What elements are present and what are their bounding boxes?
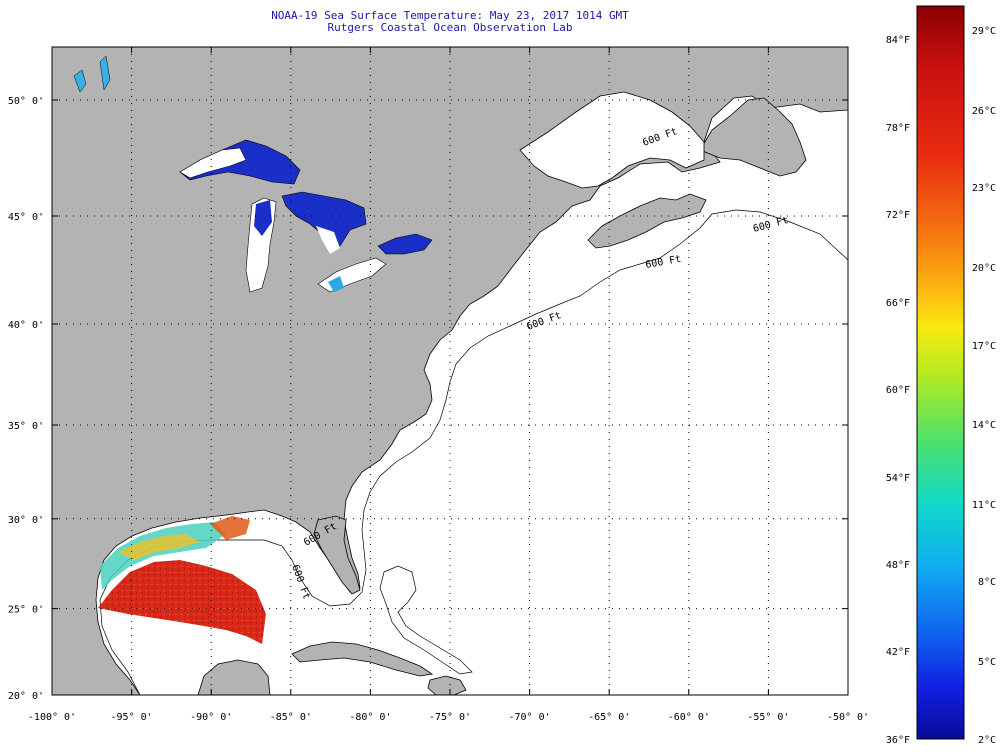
land-north-america	[52, 47, 848, 695]
land-newfoundland	[699, 97, 807, 177]
colorbar-ticks: 84°F 78°F 72°F 66°F 60°F 54°F 48°F 42°F 36°F 29°C…	[886, 26, 996, 746]
colorbar-c-label: 26°C	[972, 106, 996, 117]
lat-label: 30° 0'	[8, 515, 44, 526]
lat-label: 45° 0'	[8, 212, 44, 223]
colorbar-f-label: 42°F	[886, 647, 910, 658]
lat-label: 50° 0'	[8, 96, 44, 107]
colorbar-c-label: 8°C	[978, 577, 996, 588]
lat-label: 35° 0'	[8, 421, 44, 432]
lake-winnipeg-south	[99, 55, 111, 91]
colorbar-c-label: 14°C	[972, 420, 996, 431]
lon-label: -50° 0'	[827, 712, 869, 723]
colorbar-c-label: 20°C	[972, 263, 996, 274]
colorbar-c-label: 2°C	[978, 735, 996, 746]
lon-label: -55° 0'	[747, 712, 789, 723]
colorbar	[916, 5, 965, 740]
colorbar-f-label: 78°F	[886, 123, 910, 134]
bahamas-banks	[379, 565, 473, 675]
colorbar-f-label: 84°F	[886, 35, 910, 46]
colorbar-c-label: 11°C	[972, 500, 996, 511]
gulf-sst-shelf	[210, 516, 250, 540]
colorbar-f-label: 72°F	[886, 210, 910, 221]
lon-label: -60° 0'	[668, 712, 710, 723]
map-title: NOAA-19 Sea Surface Temperature: May 23,…	[271, 9, 629, 22]
lake-huron	[281, 191, 367, 251]
gulf-sst-coastal-warm	[118, 534, 200, 560]
colorbar-f-label: 60°F	[886, 385, 910, 396]
gulf-st-lawrence	[519, 91, 705, 189]
land-cuba	[291, 641, 434, 677]
lake-superior-west	[179, 147, 247, 179]
lake-erie-cold	[328, 276, 344, 292]
graticule	[52, 47, 848, 695]
land-yucatan	[197, 659, 271, 695]
colorbar-c-label: 23°C	[972, 183, 996, 194]
lat-label: 25° 0'	[8, 605, 44, 616]
land-hispaniola	[427, 675, 467, 695]
lon-label: -85° 0'	[270, 712, 312, 723]
lake-michigan-north	[254, 200, 272, 236]
axis-ticks: -100° 0' -95° 0' -90° 0' -85° 0' -80° 0' -75°…	[8, 47, 869, 723]
colorbar-c-label: 17°C	[972, 341, 996, 352]
lake-of-the-woods	[73, 69, 87, 93]
colorbar-f-label: 66°F	[886, 298, 910, 309]
lon-label: -65° 0'	[588, 712, 630, 723]
lon-label: -90° 0'	[190, 712, 232, 723]
lon-label: -75° 0'	[429, 712, 471, 723]
colorbar-c-label: 29°C	[972, 26, 996, 37]
colorbar-c-label: 5°C	[978, 657, 996, 668]
lat-label: 20° 0'	[8, 691, 44, 702]
colorbar-f-label: 54°F	[886, 473, 910, 484]
colorbar-f-label: 48°F	[886, 560, 910, 571]
map-subtitle: Rutgers Coastal Ocean Observation Lab	[327, 21, 573, 34]
land-florida	[313, 515, 361, 595]
lon-label: -70° 0'	[509, 712, 551, 723]
gulf-sst-swath	[98, 560, 266, 644]
colorbar-f-label: 36°F	[886, 735, 910, 746]
lat-label: 40° 0'	[8, 320, 44, 331]
lon-label: -95° 0'	[111, 712, 153, 723]
land-nova-scotia	[587, 193, 707, 249]
lon-label: -100° 0'	[28, 712, 76, 723]
lake-ontario	[377, 233, 433, 255]
lon-label: -80° 0'	[349, 712, 391, 723]
lake-huron-south	[316, 226, 340, 254]
